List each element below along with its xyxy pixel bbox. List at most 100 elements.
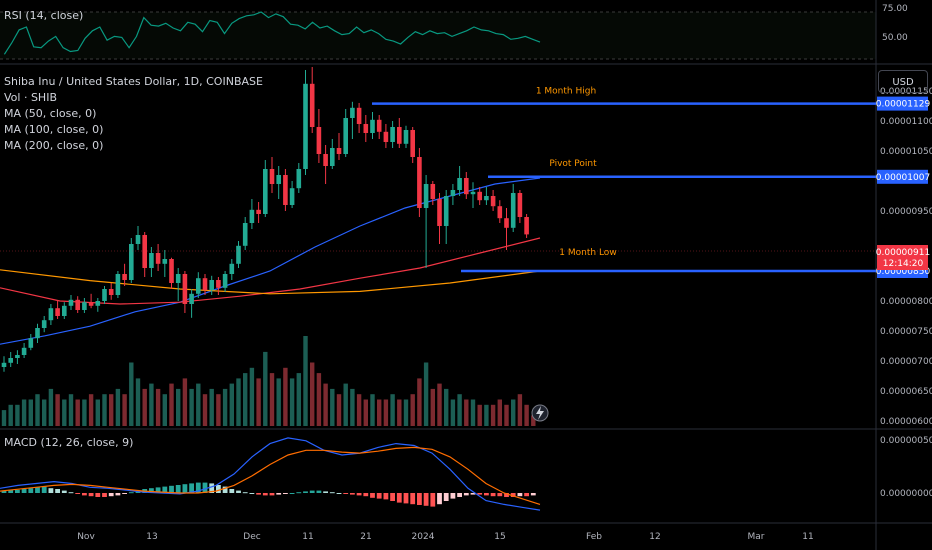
volume-bar — [42, 399, 47, 426]
volume-bar — [95, 399, 100, 426]
candle-body — [390, 127, 395, 142]
volume-bar — [356, 394, 362, 426]
candle-body — [8, 358, 13, 363]
volume-bar — [236, 378, 241, 426]
macd-histogram-bar — [390, 493, 395, 501]
macd-histogram-bar — [182, 484, 188, 493]
volume-bar — [423, 362, 429, 426]
candle-body — [28, 338, 34, 348]
macd-histogram-bar — [524, 493, 529, 497]
time-axis-label: 12 — [649, 532, 660, 542]
ma50-line — [0, 177, 541, 345]
candle-body — [122, 274, 127, 280]
macd-histogram-bar — [15, 489, 20, 493]
candle-body — [370, 119, 375, 133]
volume-bar — [504, 404, 509, 426]
macd-histogram-bar — [216, 485, 221, 493]
time-axis-label: 2024 — [412, 532, 435, 542]
currency-button[interactable]: USD — [878, 70, 928, 93]
ma100-legend[interactable]: MA (100, close, 0) — [4, 123, 104, 136]
macd-histogram-bar — [222, 486, 228, 493]
volume-bar — [202, 394, 208, 426]
macd-histogram-bar — [82, 493, 87, 496]
last-price-badge — [877, 245, 928, 270]
volume-bar — [243, 373, 248, 426]
ma200-legend[interactable]: MA (200, close, 0) — [4, 139, 104, 152]
candle-body — [149, 253, 154, 268]
time-axis-label: 15 — [494, 532, 505, 542]
candle-body — [363, 124, 369, 133]
volume-bar — [102, 394, 107, 426]
candle-body — [504, 218, 509, 228]
macd-histogram-bar — [41, 486, 47, 493]
candle-body — [336, 148, 342, 154]
volume-bar — [115, 388, 121, 426]
macd-tick-label: 0.00000050 — [880, 436, 932, 446]
volume-bar — [511, 399, 516, 426]
macd-histogram-bar — [88, 493, 94, 497]
macd-histogram-bar — [95, 493, 101, 497]
volume-bar — [350, 388, 355, 426]
volume-bar — [336, 394, 342, 426]
volume-bar — [88, 394, 94, 426]
time-axis-label: 11 — [302, 532, 313, 542]
candle-body — [423, 184, 429, 208]
macd-histogram-bar — [229, 489, 235, 493]
level-price-label: 0.00000850 — [876, 267, 931, 277]
macd-histogram-bar — [477, 493, 483, 495]
candle-body — [517, 193, 523, 217]
macd-histogram-bar — [303, 491, 308, 493]
volume-bar — [62, 399, 67, 426]
volume-bar — [21, 399, 27, 426]
candle-body — [309, 83, 315, 127]
volume-bar — [323, 383, 328, 426]
lightning-icon[interactable] — [531, 404, 549, 422]
main-title-legend[interactable]: Shiba Inu / United States Dollar, 1D, CO… — [4, 75, 263, 88]
macd-histogram-bar — [249, 493, 255, 494]
candle-body — [175, 274, 181, 283]
candle-body — [417, 157, 422, 208]
macd-histogram-bar — [195, 482, 201, 493]
candle-body — [430, 184, 436, 199]
candle-body — [497, 206, 503, 219]
macd-histogram-bar — [497, 493, 503, 497]
candle-body — [82, 302, 87, 310]
time-axis-label: Mar — [748, 532, 765, 542]
candle-body — [75, 299, 80, 310]
macd-histogram-bar — [242, 492, 248, 494]
candle-body — [343, 118, 348, 154]
macd-histogram-bar — [484, 493, 489, 496]
volume-bar — [196, 383, 201, 426]
volume-bar — [397, 399, 402, 426]
macd-histogram-bar — [102, 493, 107, 497]
time-axis-label: 11 — [802, 532, 813, 542]
candle-body — [256, 209, 261, 214]
macd-histogram-bar — [276, 493, 282, 495]
macd-histogram-bar — [296, 492, 302, 494]
macd-histogram-bar — [108, 493, 114, 497]
candle-body — [21, 347, 27, 355]
candle-body — [129, 244, 134, 280]
volume-bar — [189, 388, 194, 426]
candle-body — [35, 328, 40, 339]
macd-histogram-bar — [162, 486, 168, 493]
macd-histogram-bar — [517, 493, 523, 497]
candle-body — [48, 308, 54, 321]
candle-body — [189, 293, 194, 304]
ma50-legend[interactable]: MA (50, close, 0) — [4, 107, 97, 120]
volume-bar — [182, 378, 188, 426]
macd-histogram-bar — [417, 493, 422, 505]
candle-body — [356, 107, 362, 124]
macd-histogram-bar — [128, 492, 134, 494]
candle-body — [242, 223, 248, 246]
price-tick-label: 0.00000950 — [880, 207, 932, 217]
macd-histogram-bar — [202, 482, 208, 493]
volume-bar — [162, 394, 167, 426]
macd-line — [0, 437, 541, 511]
time-axis-label: Feb — [586, 532, 602, 542]
vol-legend[interactable]: Vol · SHIB — [4, 91, 57, 104]
macd-histogram-bar — [55, 489, 60, 493]
volume-bar — [417, 378, 422, 426]
volume-bar — [410, 394, 415, 426]
